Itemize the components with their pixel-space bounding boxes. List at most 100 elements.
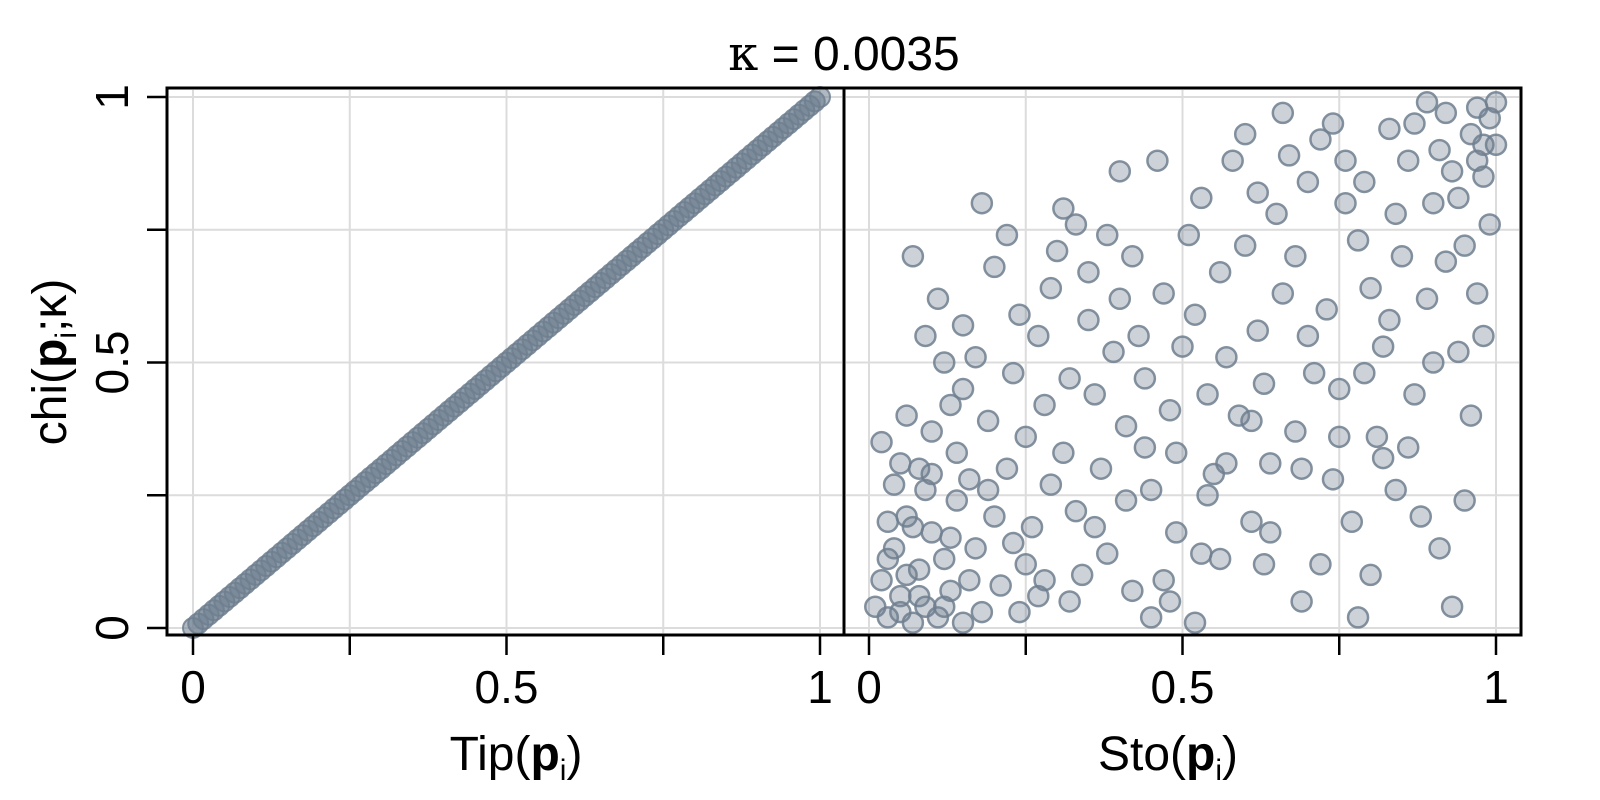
right-data-point: [1183, 303, 1207, 326]
right-data-point: [1428, 537, 1451, 560]
right-data-point: [1139, 478, 1163, 502]
right-data-point: [1240, 510, 1263, 534]
right-data-point: [983, 255, 1006, 279]
right-data-point: [1108, 287, 1132, 311]
right-data-point: [889, 452, 912, 475]
right-data-point: [920, 420, 943, 443]
right-data-point: [895, 563, 918, 587]
right-data-point: [1396, 149, 1420, 172]
right-data-point: [1434, 101, 1458, 125]
right-data-point: [970, 600, 994, 624]
right-data-point: [1064, 213, 1088, 236]
right-data-point: [926, 287, 950, 311]
right-data-point: [1039, 276, 1063, 300]
right-data-point: [1196, 383, 1219, 406]
title-value: 0.0035: [813, 28, 960, 81]
right-x-axis-label: Sto(pi): [1098, 728, 1238, 787]
left-panel: 0 0.5 1 0 0.5 1: [86, 84, 846, 713]
title-kappa: κ: [728, 26, 758, 82]
left-x-axis-label: Tip(pi): [450, 728, 583, 787]
left-x-label-bold: p: [530, 728, 559, 781]
y-axis-label-sub: i: [50, 332, 83, 339]
right-data-point: [1227, 404, 1251, 427]
right-data-point: [1001, 531, 1025, 555]
right-data-point: [1371, 446, 1395, 470]
right-data-point: [1340, 510, 1364, 534]
right-data-point: [1127, 324, 1150, 348]
right-data-point: [1102, 340, 1125, 364]
left-points: [182, 86, 831, 639]
right-data-point: [1359, 276, 1382, 300]
right-data-point: [958, 468, 981, 491]
right-data-point: [1139, 606, 1163, 629]
right-data-point: [1083, 383, 1106, 406]
right-data-point: [1277, 144, 1301, 167]
right-data-point: [1158, 399, 1182, 422]
right-panel: 0 0.5 1: [842, 86, 1523, 713]
right-data-point: [1045, 239, 1069, 263]
right-data-point: [1008, 600, 1031, 624]
right-data-point: [1484, 133, 1508, 157]
left-x-tick-label: 1: [807, 661, 833, 713]
right-data-point: [1403, 383, 1426, 406]
right-x-label-bold: p: [1186, 728, 1215, 781]
right-data-point: [1033, 393, 1056, 417]
right-data-point: [1459, 404, 1483, 427]
right-data-point: [1353, 170, 1376, 194]
right-data-point: [1014, 425, 1037, 449]
right-data-point: [1083, 515, 1106, 539]
right-data-point: [1378, 117, 1401, 141]
left-data-point: [809, 86, 831, 108]
right-data-point: [901, 515, 925, 539]
right-data-point: [1208, 260, 1232, 284]
right-data-point: [1164, 441, 1188, 465]
right-data-point: [1409, 505, 1433, 528]
right-data-point: [1027, 324, 1050, 348]
right-data-point: [1052, 197, 1075, 220]
right-data-point: [1359, 563, 1382, 587]
right-data-point: [1246, 319, 1269, 342]
y-axis-label-bold: p: [24, 339, 77, 368]
left-ticks: 0 0.5 1 0 0.5 1: [86, 84, 833, 713]
right-data-point: [1108, 160, 1132, 183]
right-data-point: [1415, 287, 1439, 311]
right-data-point: [1133, 436, 1157, 459]
right-x-tick-label: 0.5: [1151, 661, 1215, 713]
left-x-label-sub: i: [560, 754, 567, 787]
right-data-point: [1384, 478, 1407, 502]
right-data-point: [1171, 335, 1194, 358]
right-data-point: [1428, 138, 1451, 162]
right-data-point: [1390, 245, 1414, 268]
right-data-point: [1440, 595, 1464, 619]
right-data-point: [1309, 128, 1332, 151]
right-data-point: [870, 430, 893, 454]
right-data-point: [920, 462, 943, 486]
right-data-point: [882, 473, 906, 496]
right-data-point: [1296, 170, 1320, 194]
right-data-point: [889, 600, 912, 624]
right-data-point: [1152, 568, 1175, 592]
right-data-point: [1284, 420, 1307, 443]
right-data-point: [970, 191, 994, 215]
right-data-point: [1014, 553, 1037, 576]
right-data-point: [1052, 441, 1075, 465]
right-data-point: [1259, 452, 1282, 475]
right-data-point: [1472, 324, 1495, 348]
right-x-tick-label: 0: [856, 661, 882, 713]
right-data-point: [1077, 308, 1100, 332]
right-data-point: [1152, 282, 1175, 305]
right-data-point: [1208, 547, 1232, 571]
right-data-point: [1465, 149, 1489, 172]
right-data-point: [1058, 590, 1081, 613]
right-data-point: [995, 223, 1019, 247]
right-data-point: [1353, 361, 1376, 385]
right-data-point: [882, 537, 906, 560]
right-data-point: [945, 489, 969, 512]
right-data-point: [1196, 484, 1219, 507]
right-data-point: [1271, 282, 1295, 305]
right-data-point: [1328, 425, 1351, 449]
right-data-point: [932, 595, 956, 619]
right-data-point: [1271, 101, 1295, 125]
right-data-point: [1434, 250, 1458, 273]
right-data-point: [1064, 499, 1088, 523]
